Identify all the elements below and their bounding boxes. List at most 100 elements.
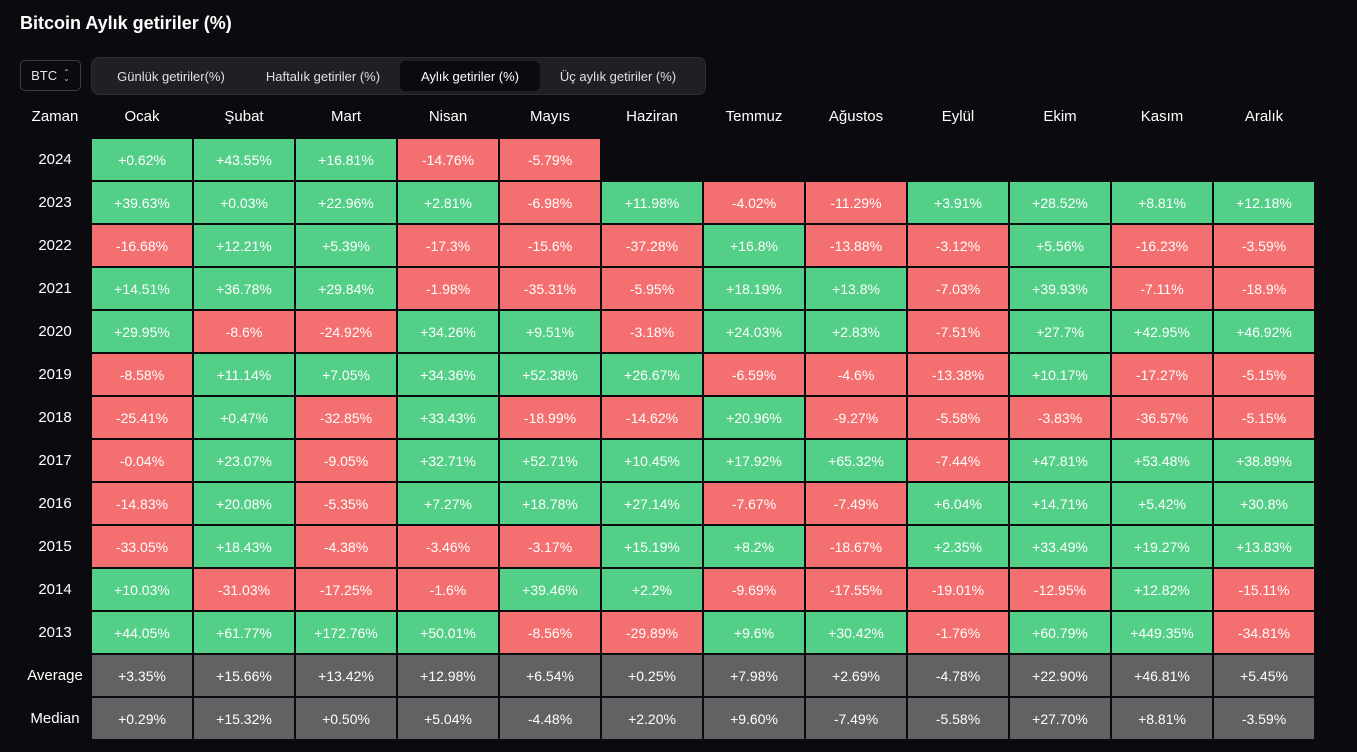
asset-select[interactable]: BTC ⌃ ⌄ <box>20 60 81 91</box>
empty-cell <box>1214 139 1314 180</box>
return-cell: +13.83% <box>1214 526 1314 567</box>
return-cell: -3.18% <box>602 311 702 352</box>
return-cell: -37.28% <box>602 225 702 266</box>
return-cell: +36.78% <box>194 268 294 309</box>
stat-cell: +12.98% <box>398 655 498 696</box>
return-cell: -16.23% <box>1112 225 1212 266</box>
stat-cell: +5.45% <box>1214 655 1314 696</box>
empty-cell <box>806 139 906 180</box>
return-cell: +9.6% <box>704 612 804 653</box>
page-title: Bitcoin Aylık getiriler (%) <box>20 13 232 33</box>
return-cell: -5.58% <box>908 397 1008 438</box>
return-cell: +60.79% <box>1010 612 1110 653</box>
tab-monthly-returns[interactable]: Aylık getiriler (%) <box>400 61 540 91</box>
return-cell: -3.46% <box>398 526 498 567</box>
row-label-year: 2024 <box>38 151 72 168</box>
return-cell: +29.84% <box>296 268 396 309</box>
stat-cell: +27.70% <box>1010 698 1110 739</box>
stat-cell: -7.49% <box>806 698 906 739</box>
return-cell: +10.17% <box>1010 354 1110 395</box>
return-cell: +33.43% <box>398 397 498 438</box>
return-cell: -5.15% <box>1214 397 1314 438</box>
stat-cell: +15.66% <box>194 655 294 696</box>
return-cell: +65.32% <box>806 440 906 481</box>
stat-cell: +7.98% <box>704 655 804 696</box>
column-header-month: Kasım <box>1140 108 1184 125</box>
stat-cell: -3.59% <box>1214 698 1314 739</box>
return-cell: -7.51% <box>908 311 1008 352</box>
return-cell: +449.35% <box>1112 612 1212 653</box>
return-cell: +33.49% <box>1010 526 1110 567</box>
stat-cell: +46.81% <box>1112 655 1212 696</box>
return-cell: +2.83% <box>806 311 906 352</box>
return-cell: -1.6% <box>398 569 498 610</box>
return-cell: +18.43% <box>194 526 294 567</box>
row-label-year: 2022 <box>38 237 72 254</box>
return-cell: -3.59% <box>1214 225 1314 266</box>
return-cell: +11.14% <box>194 354 294 395</box>
return-cell: -5.35% <box>296 483 396 524</box>
return-cell: +8.81% <box>1112 182 1212 223</box>
stat-cell: +15.32% <box>194 698 294 739</box>
return-cell: +20.96% <box>704 397 804 438</box>
return-cell: +2.35% <box>908 526 1008 567</box>
return-cell: -3.83% <box>1010 397 1110 438</box>
stat-cell: +0.29% <box>92 698 192 739</box>
return-cell: +24.03% <box>704 311 804 352</box>
return-cell: -4.38% <box>296 526 396 567</box>
return-cell: -9.27% <box>806 397 906 438</box>
return-cell: -8.6% <box>194 311 294 352</box>
tab-daily-returns[interactable]: Günlük getiriler(%) <box>117 68 225 84</box>
return-cell: -32.85% <box>296 397 396 438</box>
stat-cell: +6.54% <box>500 655 600 696</box>
return-cell: -29.89% <box>602 612 702 653</box>
return-cell: -7.49% <box>806 483 906 524</box>
return-cell: +17.92% <box>704 440 804 481</box>
return-cell: +12.18% <box>1214 182 1314 223</box>
return-cell: +0.03% <box>194 182 294 223</box>
return-cell: -3.12% <box>908 225 1008 266</box>
return-cell: -35.31% <box>500 268 600 309</box>
return-cell: +52.38% <box>500 354 600 395</box>
row-label-year: 2018 <box>38 409 72 426</box>
return-cell: +39.93% <box>1010 268 1110 309</box>
return-cell: +30.42% <box>806 612 906 653</box>
column-header-month: Aralık <box>1244 108 1284 125</box>
column-header-month: Ocak <box>124 108 160 125</box>
return-cell: +15.19% <box>602 526 702 567</box>
return-cell: -5.95% <box>602 268 702 309</box>
stat-cell: +0.50% <box>296 698 396 739</box>
return-cell: +39.46% <box>500 569 600 610</box>
column-header-month: Şubat <box>224 108 264 125</box>
chevron-up-down-icon: ⌃ ⌄ <box>63 67 70 83</box>
return-cell: +34.36% <box>398 354 498 395</box>
empty-cell <box>602 139 702 180</box>
return-cell: -7.03% <box>908 268 1008 309</box>
column-header-month: Ekim <box>1043 108 1077 125</box>
return-cell: -9.69% <box>704 569 804 610</box>
return-cell: +52.71% <box>500 440 600 481</box>
return-cell: -36.57% <box>1112 397 1212 438</box>
column-header-time: Zaman <box>31 108 79 125</box>
return-cell: +43.55% <box>194 139 294 180</box>
return-cell: -25.41% <box>92 397 192 438</box>
tab-quarterly-returns[interactable]: Üç aylık getiriler (%) <box>559 68 677 84</box>
return-cell: +0.62% <box>92 139 192 180</box>
column-header-month: Haziran <box>626 108 678 125</box>
return-cell: +44.05% <box>92 612 192 653</box>
return-cell: +0.47% <box>194 397 294 438</box>
stat-cell: -4.48% <box>500 698 600 739</box>
monthly-returns-table: Zaman Ocak Şubat Mart Nisan Mayıs Haziran Temmu… <box>20 96 1314 739</box>
column-header-month: Ağustos <box>828 108 884 125</box>
tab-weekly-returns[interactable]: Haftalık getiriler (%) <box>265 68 381 84</box>
return-cell: +14.71% <box>1010 483 1110 524</box>
return-cell: +50.01% <box>398 612 498 653</box>
return-cell: -17.3% <box>398 225 498 266</box>
return-cell: +2.2% <box>602 569 702 610</box>
return-cell: +53.48% <box>1112 440 1212 481</box>
return-cell: -18.9% <box>1214 268 1314 309</box>
return-cell: +27.7% <box>1010 311 1110 352</box>
return-cell: +7.27% <box>398 483 498 524</box>
return-cell: +5.39% <box>296 225 396 266</box>
row-label-year: 2020 <box>38 323 72 340</box>
